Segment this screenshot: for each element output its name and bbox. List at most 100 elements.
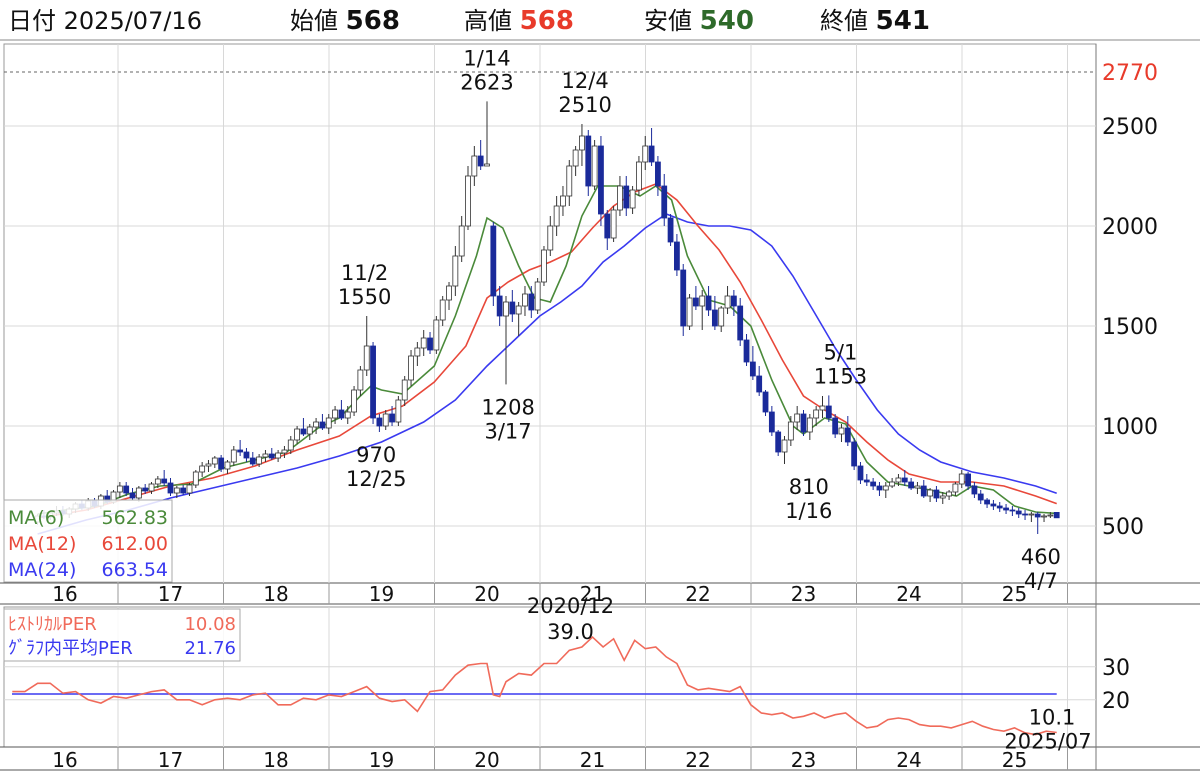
candle-body: [971, 485, 978, 495]
per-x-tick-label: 19: [369, 748, 394, 772]
candle-body: [1034, 513, 1041, 518]
candle-body: [984, 499, 990, 505]
candle-body: [268, 453, 275, 459]
candle-body: [205, 463, 212, 467]
candle-body: [471, 155, 478, 177]
candle-body: [262, 453, 269, 458]
open-value: 568: [345, 6, 400, 36]
candle-body: [933, 489, 940, 499]
candle-body: [604, 213, 611, 239]
candle-body: [686, 297, 693, 327]
candle-body: [294, 428, 301, 441]
annotation-date: 4/7: [1024, 569, 1058, 593]
per-x-tick-label: 25: [1002, 748, 1027, 772]
candle-body: [484, 163, 490, 167]
candle-body: [819, 405, 826, 411]
legend-value: 612.00: [102, 533, 168, 555]
candle-body: [395, 399, 402, 423]
candle-body: [446, 285, 452, 301]
candle-body: [996, 505, 1003, 509]
candle-body: [636, 161, 642, 191]
ma12-line: [37, 183, 1057, 519]
y-tick-label: 1000: [1102, 415, 1158, 440]
annotation-value: 1208: [481, 395, 534, 419]
candle-body: [743, 339, 750, 363]
candle-body: [1041, 515, 1047, 518]
x-tick-label: 16: [52, 582, 77, 606]
candle-body: [1022, 513, 1028, 516]
per-legend-box: [3, 608, 241, 662]
ma-legend: MA(6) 562.83 MA(12) 612.00 MA(24) 663.54: [3, 499, 173, 583]
y-tick-label: 2000: [1102, 215, 1158, 240]
candle-body: [768, 411, 775, 433]
candle-body: [427, 337, 433, 351]
date-value: 2025/07/16: [63, 7, 202, 35]
candle-body: [851, 441, 858, 467]
candle-body: [857, 465, 864, 481]
candle-body: [870, 481, 877, 487]
low-value: 540: [699, 6, 754, 36]
candle-body: [192, 471, 199, 486]
candle-body: [357, 369, 364, 391]
annotation-value: 460: [1021, 545, 1061, 569]
per-legend-label: ｸﾞﾗﾌ内平均PER: [8, 638, 133, 659]
candle-body: [325, 417, 332, 429]
candle-body: [661, 185, 668, 219]
candle-body: [908, 481, 915, 489]
per-x-tick-label: 16: [52, 748, 77, 772]
high-field: 高値 568: [464, 6, 574, 36]
historical-per-line: [12, 636, 1057, 736]
candle-body: [737, 305, 744, 341]
candle-body: [705, 295, 712, 311]
candle-body: [154, 478, 161, 485]
candle-body: [319, 421, 326, 429]
candle-body: [116, 485, 123, 493]
candle-body: [389, 413, 395, 423]
candle-body: [142, 487, 149, 492]
x-tick-label: 17: [158, 582, 183, 606]
candle-body: [363, 345, 370, 371]
candle-body: [414, 347, 421, 357]
candle-body: [711, 309, 718, 327]
candle-body: [806, 417, 813, 433]
candle-body: [344, 411, 351, 419]
annotation-date: 11/2: [341, 261, 388, 285]
candle-body: [914, 485, 921, 489]
annotation-value: 970: [356, 443, 396, 467]
candle-body: [458, 225, 465, 257]
candle-body: [553, 205, 560, 227]
per-y-tick-label: 30: [1102, 656, 1130, 681]
candle-body: [439, 299, 446, 321]
candle-body: [338, 409, 345, 419]
candle-body: [863, 479, 870, 483]
low-label: 安値: [644, 7, 692, 35]
candle-body: [718, 307, 725, 327]
annotation-value: 1550: [338, 285, 391, 309]
annotation-date: 3/17: [485, 419, 532, 443]
annotation-date: 12/25: [346, 467, 407, 491]
candle-body: [566, 165, 573, 197]
close-field: 終値 541: [820, 6, 930, 36]
candle-body: [300, 428, 307, 435]
candle-body: [838, 427, 845, 435]
annotation-date: 12/4: [562, 69, 609, 93]
per-annotation-value: 39.0: [547, 620, 594, 644]
candle-body: [509, 301, 516, 315]
candle-body: [825, 405, 832, 419]
candle-body: [408, 355, 414, 381]
candle-body: [692, 297, 699, 307]
close-value: 541: [875, 6, 930, 36]
ref-line-label: 2770: [1102, 61, 1158, 86]
per-x-tick-label: 17: [158, 748, 183, 772]
candle-body: [591, 145, 598, 187]
candle-body: [939, 495, 946, 499]
x-tick-label: 24: [896, 582, 921, 606]
candle-body: [313, 421, 319, 428]
high-label: 高値: [464, 7, 512, 35]
candle-body: [623, 185, 630, 209]
candle-body: [351, 389, 357, 413]
per-legend: ﾋｽﾄﾘｶﾙPER 10.08 ｸﾞﾗﾌ内平均PER 21.76: [3, 608, 241, 662]
candle-body: [648, 145, 655, 163]
annotation-value: 2623: [460, 70, 513, 94]
